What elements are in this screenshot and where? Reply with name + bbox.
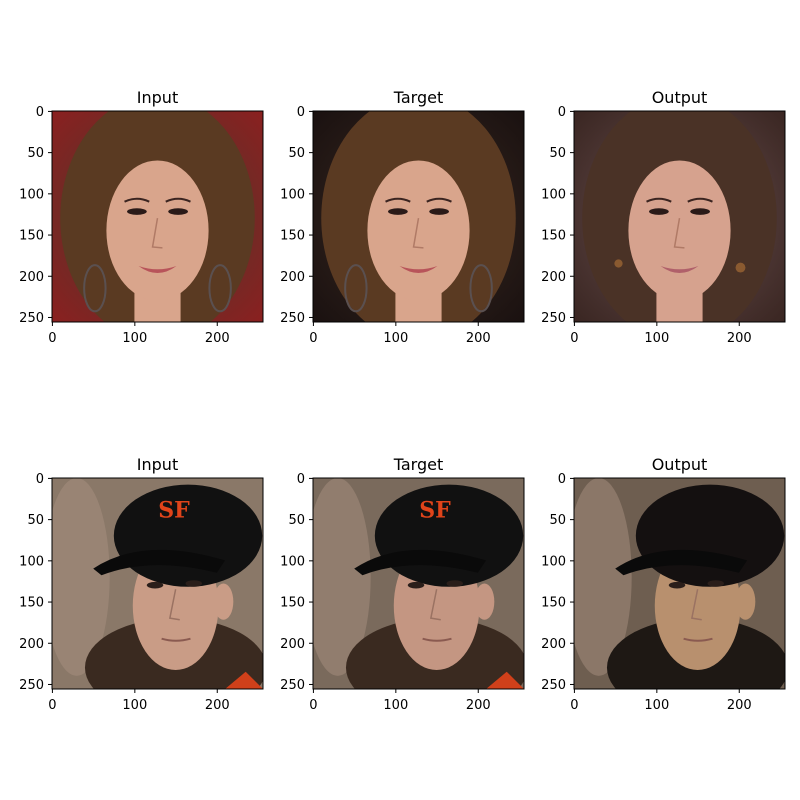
- x-tick-label: 200: [466, 331, 491, 346]
- x-tick-label: 200: [727, 698, 752, 713]
- axes-frame: [573, 477, 786, 690]
- y-tick-label: 150: [280, 229, 305, 244]
- axes-frame: [51, 477, 264, 690]
- y-tick-label: 50: [549, 513, 566, 528]
- y-tick-label: 50: [27, 146, 44, 161]
- panel-row-2-output: Output 0 100 200 0 50 100 150 200 250: [541, 455, 786, 713]
- face-man-generated: [574, 478, 785, 689]
- y-tick-label: 0: [297, 105, 305, 120]
- y-tick-label: 100: [541, 554, 566, 569]
- x-tick-label: 200: [727, 331, 752, 346]
- panel-title: Target: [393, 88, 444, 107]
- panel-title: Target: [393, 455, 444, 474]
- y-tick-label: 100: [280, 554, 305, 569]
- y-tick-label: 50: [549, 146, 566, 161]
- y-tick-label: 0: [36, 472, 44, 487]
- svg-text:SF: SF: [419, 498, 451, 524]
- x-tick-label: 200: [205, 698, 230, 713]
- panel-title: Output: [652, 88, 708, 107]
- panel-row-1-output: Output 0 100 200 0 50 100 150 200 250: [541, 88, 786, 346]
- y-tick-label: 200: [19, 270, 44, 285]
- x-tick-label: 0: [309, 698, 317, 713]
- y-tick-label: 250: [280, 311, 305, 326]
- svg-text:SF: SF: [158, 498, 190, 524]
- panel-row-2-input: Input SF 0 100 200 0 50 100 150 200 250: [19, 455, 264, 713]
- panel-title: Input: [137, 455, 178, 474]
- x-tick-label: 200: [205, 331, 230, 346]
- y-tick-label: 250: [541, 311, 566, 326]
- y-tick-label: 200: [541, 270, 566, 285]
- x-tick-label: 0: [309, 331, 317, 346]
- y-tick-label: 200: [541, 637, 566, 652]
- face-woman-generated: [574, 111, 785, 322]
- y-tick-label: 150: [19, 596, 44, 611]
- x-tick-label: 200: [466, 698, 491, 713]
- x-tick-label: 100: [122, 698, 147, 713]
- y-tick-label: 50: [27, 513, 44, 528]
- face-woman-photo: [313, 111, 524, 322]
- axes-frame: [312, 477, 525, 690]
- face-man-cap-photo: SF: [313, 478, 524, 689]
- face-man-cap-photo: SF: [52, 478, 263, 689]
- panel-row-2-target: Target SF 0 100 200 0 50 100 150 200 250: [280, 455, 525, 713]
- y-tick-label: 0: [558, 105, 566, 120]
- x-tick-label: 0: [48, 698, 56, 713]
- face-woman-photo: [52, 111, 263, 322]
- x-tick-label: 100: [383, 331, 408, 346]
- y-tick-label: 150: [541, 229, 566, 244]
- y-tick-label: 200: [19, 637, 44, 652]
- x-tick-label: 100: [644, 331, 669, 346]
- y-tick-label: 0: [558, 472, 566, 487]
- y-tick-label: 250: [19, 678, 44, 693]
- y-tick-label: 150: [280, 596, 305, 611]
- y-tick-label: 0: [36, 105, 44, 120]
- x-tick-label: 0: [570, 698, 578, 713]
- axes-frame: [51, 110, 264, 323]
- panel-row-1-input: Input 0 100 200 0 50 100 150 200 250: [19, 88, 264, 346]
- x-tick-label: 0: [48, 331, 56, 346]
- y-tick-label: 100: [541, 187, 566, 202]
- y-tick-label: 200: [280, 637, 305, 652]
- y-tick-label: 100: [280, 187, 305, 202]
- y-tick-label: 0: [297, 472, 305, 487]
- x-tick-label: 100: [644, 698, 669, 713]
- y-tick-label: 250: [280, 678, 305, 693]
- y-tick-label: 100: [19, 187, 44, 202]
- x-tick-label: 100: [122, 331, 147, 346]
- axes-frame: [573, 110, 786, 323]
- x-tick-label: 100: [383, 698, 408, 713]
- y-tick-label: 150: [19, 229, 44, 244]
- panel-row-1-target: Target 0 100 200 0 50 100 150 200 250: [280, 88, 525, 346]
- y-tick-label: 200: [280, 270, 305, 285]
- y-tick-label: 50: [288, 513, 305, 528]
- y-tick-label: 50: [288, 146, 305, 161]
- panel-title: Input: [137, 88, 178, 107]
- axes-frame: [312, 110, 525, 323]
- y-tick-label: 250: [19, 311, 44, 326]
- y-tick-label: 150: [541, 596, 566, 611]
- panel-title: Output: [652, 455, 708, 474]
- y-tick-label: 250: [541, 678, 566, 693]
- x-tick-label: 0: [570, 331, 578, 346]
- y-tick-label: 100: [19, 554, 44, 569]
